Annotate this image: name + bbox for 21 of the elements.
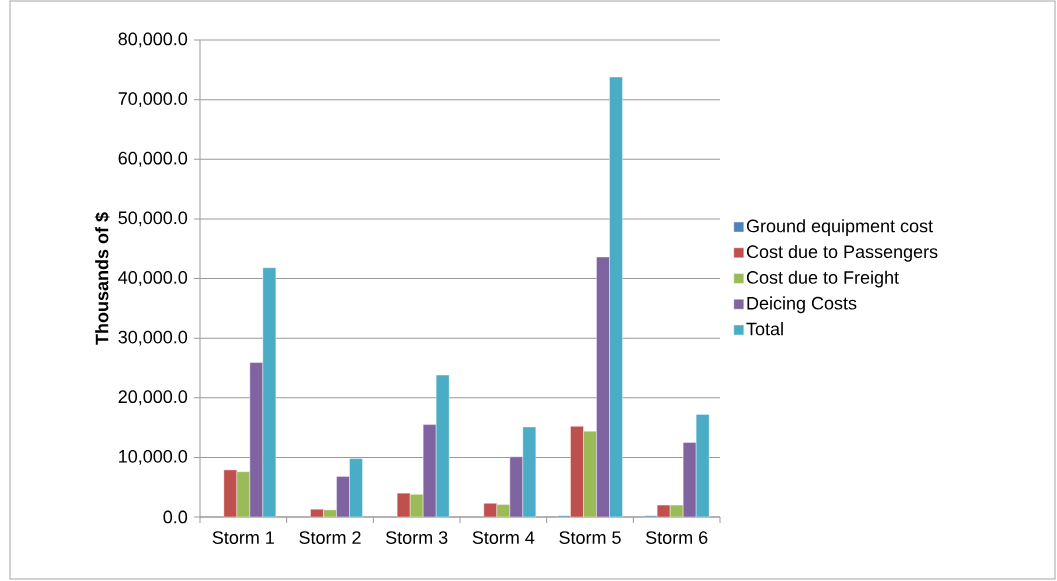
- y-tick-label: 30,000.0: [118, 330, 188, 346]
- y-tick-label: 20,000.0: [118, 390, 188, 406]
- y-axis-title: Thousands of $: [94, 212, 110, 345]
- x-tick-label: Storm 6: [645, 531, 708, 544]
- x-tick-label: Storm 5: [559, 531, 621, 544]
- y-tick-label: 10,000.0: [119, 449, 188, 465]
- legend-label: Cost due to Passengers: [746, 244, 938, 262]
- x-tick-label: Storm 4: [472, 531, 535, 544]
- x-tick-label: Storm 1: [212, 531, 274, 544]
- y-tick-label: 70,000.0: [118, 92, 188, 108]
- legend-label: Ground equipment cost: [746, 219, 933, 236]
- legend-label: Cost due to Freight: [746, 270, 899, 288]
- y-tick-label: 40,000.0: [118, 271, 188, 286]
- y-tick-label: 50,000.0: [118, 211, 188, 227]
- x-tick-label: Storm 3: [385, 531, 448, 544]
- y-tick-label: 80,000.0: [118, 32, 188, 48]
- y-tick-label: 0.0: [163, 510, 188, 524]
- x-tick-label: Storm 2: [299, 531, 361, 544]
- legend-label: Deicing Costs: [747, 296, 857, 314]
- y-tick-label: 60,000.0: [118, 151, 188, 167]
- legend-label: Total: [746, 322, 783, 336]
